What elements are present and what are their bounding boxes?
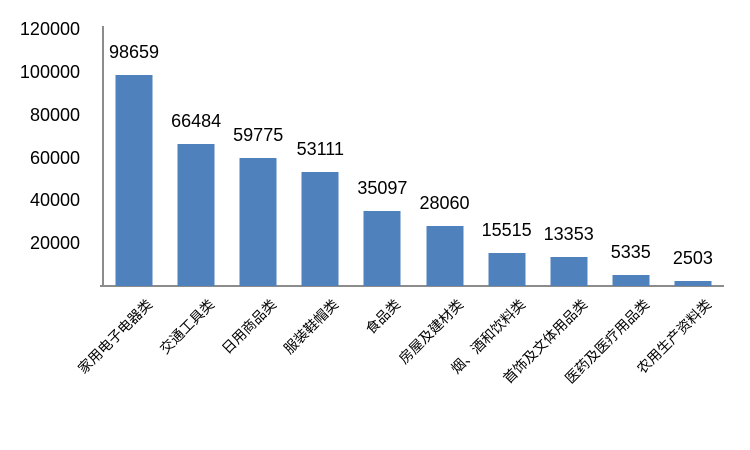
bar-slot: 15515 — [476, 20, 538, 286]
bar-slot: 5335 — [600, 20, 662, 286]
bar-value-label: 2503 — [672, 248, 713, 268]
bar — [301, 172, 339, 286]
category-label: 日用商品类 — [218, 296, 280, 357]
bar-value-label: 35097 — [357, 178, 408, 198]
bar-slot: 13353 — [538, 20, 600, 286]
y-tick-label: 40000 — [29, 190, 80, 211]
category-label: 服装鞋帽类 — [280, 296, 342, 357]
bar-slot: 28060 — [414, 20, 476, 286]
bar-value-label: 66484 — [171, 111, 222, 131]
bar-slot: 66484 — [165, 20, 227, 286]
y-tick-label: 20000 — [29, 233, 80, 254]
category-label: 交通工具类 — [156, 296, 218, 357]
bar — [115, 75, 153, 286]
bar-value-label: 28060 — [419, 193, 470, 213]
bar — [674, 281, 712, 286]
category-label: 家用电子电器类 — [74, 296, 156, 377]
bar-slot: 2503 — [662, 20, 724, 286]
bar-value-label: 53111 — [296, 139, 344, 159]
bar — [550, 257, 588, 286]
category-label: 食品类 — [362, 296, 404, 338]
y-tick-label: 100000 — [19, 61, 80, 82]
bar-value-label: 5335 — [610, 242, 651, 262]
bar — [426, 226, 463, 286]
bar-value-label: 59775 — [233, 125, 284, 145]
bar — [177, 144, 215, 286]
bar-slot: 35097 — [351, 20, 413, 286]
bar — [488, 253, 526, 286]
y-axis-line — [102, 26, 104, 286]
bar — [363, 211, 401, 286]
bar — [612, 275, 650, 286]
bar-value-label: 98659 — [108, 42, 160, 62]
x-axis-line — [100, 285, 724, 287]
bar-slot: 53111 — [289, 20, 351, 286]
bar-slot: 59775 — [227, 20, 289, 286]
y-tick-label: 120000 — [19, 19, 80, 39]
y-tick-label: 60000 — [29, 147, 80, 168]
y-tick-label: 80000 — [29, 104, 80, 125]
bar-slot: 98659 — [103, 20, 165, 286]
bar-value-label: 15515 — [481, 220, 532, 240]
bar-value-label: 13353 — [543, 224, 594, 244]
bar — [239, 158, 277, 286]
